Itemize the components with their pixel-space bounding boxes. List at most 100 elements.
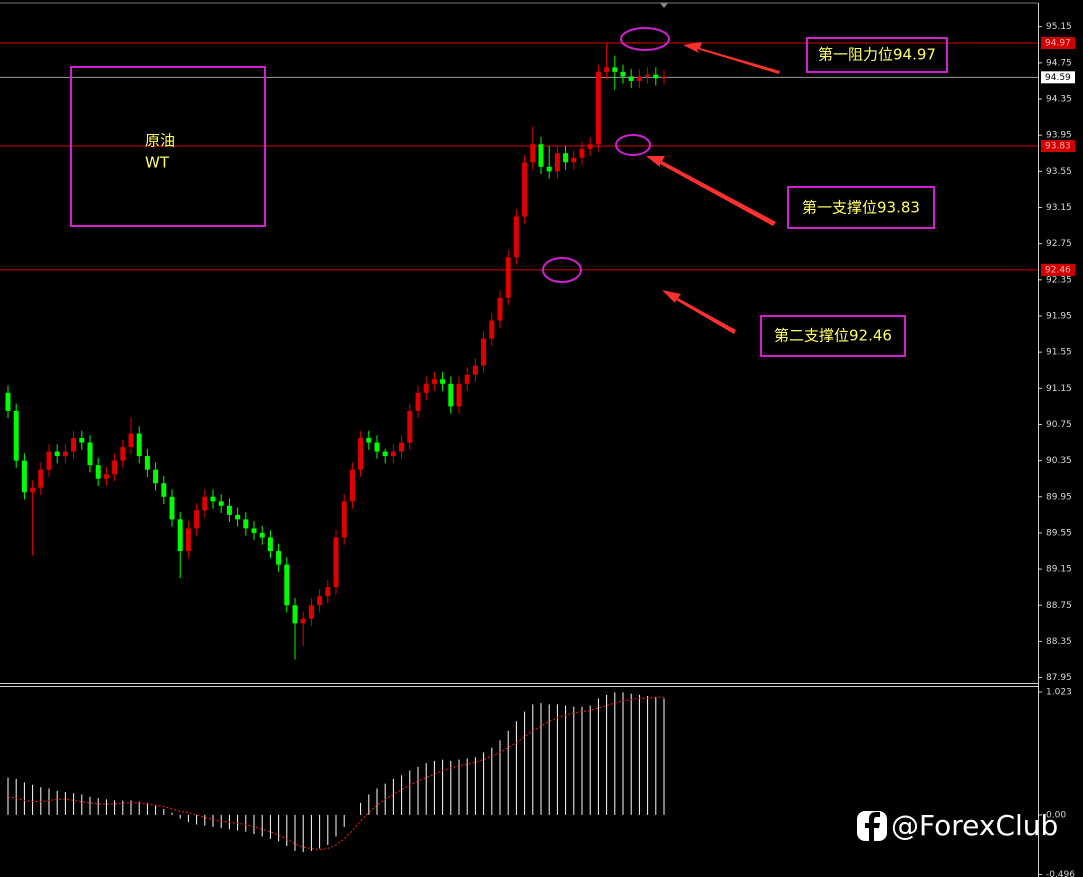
candle-body — [284, 564, 290, 606]
annotation-box — [806, 37, 948, 73]
candle-body — [595, 71, 601, 145]
level-label-bg — [1041, 71, 1075, 84]
symbol-box — [70, 66, 266, 227]
candle-body — [530, 144, 536, 163]
symbol-text: WT — [145, 154, 170, 172]
candle-body — [390, 451, 396, 457]
annotation-box — [760, 315, 906, 357]
annotation: 第一阻力位94.97 — [818, 46, 936, 64]
y-tick-label: 93.15 — [1046, 203, 1072, 213]
candle-body — [554, 153, 560, 172]
candle-body — [407, 410, 413, 443]
y-tick-label: 93.55 — [1046, 167, 1072, 177]
candle-body — [161, 483, 167, 497]
y-tick-label: 91.95 — [1046, 311, 1072, 321]
candle-body — [489, 320, 495, 339]
annotation-box — [787, 186, 935, 229]
candle-body — [79, 438, 85, 443]
candle-body — [497, 297, 503, 321]
candle-body — [103, 474, 109, 479]
candle-body — [538, 144, 544, 167]
candle-body — [382, 451, 388, 457]
candle-body — [235, 514, 241, 520]
candle-body — [546, 166, 552, 172]
arrow — [662, 290, 736, 334]
candle-body — [464, 374, 470, 384]
candle-body — [259, 532, 265, 538]
y-tick-label: 89.95 — [1046, 492, 1072, 502]
highlight-ellipse — [620, 27, 670, 51]
candle-body — [13, 410, 19, 461]
candle-body — [661, 77, 667, 79]
level-label: 94.97 — [1045, 38, 1071, 48]
plot: 95.15 94.75 94.35 93.95 93.55 93.15 92.75 92.35… — [0, 22, 1075, 877]
y-tick-label: 88.35 — [1046, 637, 1072, 647]
candle-body — [251, 528, 257, 533]
candle-body — [194, 510, 200, 529]
y-tick-label: -0.496 — [1046, 870, 1075, 877]
candle-body — [440, 379, 446, 384]
signal-line — [7, 696, 664, 851]
candle-body — [341, 501, 347, 538]
candle-body — [128, 433, 134, 448]
candle-body — [308, 605, 314, 619]
y-tick-label: 92.75 — [1046, 239, 1072, 249]
y-tick-label: 94.35 — [1046, 95, 1072, 105]
y-tick-label: 0.00 — [1046, 810, 1066, 820]
y-tick-label: 89.15 — [1046, 565, 1072, 575]
candle-body — [415, 392, 421, 411]
highlight-ellipse — [542, 257, 582, 283]
y-tick-label: 91.15 — [1046, 384, 1072, 394]
candle-body — [5, 392, 11, 411]
candle-body — [579, 148, 585, 158]
candle-body — [202, 496, 208, 511]
candle-body — [276, 551, 282, 565]
candle-body — [210, 496, 216, 502]
candle-body — [448, 383, 454, 407]
annotation: 第二支撑位92.46 — [774, 327, 892, 345]
highlight-ellipse — [615, 134, 651, 156]
candle-body — [366, 438, 372, 443]
candle-body — [54, 451, 60, 457]
candle-body — [243, 519, 249, 529]
candle-body — [349, 469, 355, 502]
level-label: 92.46 — [1045, 265, 1071, 275]
candle-body — [267, 537, 273, 552]
candle-body — [653, 74, 659, 79]
candle-body — [358, 438, 364, 470]
y-tick-label: 87.95 — [1046, 673, 1072, 683]
candle-body — [144, 456, 150, 470]
shift-marker — [660, 3, 668, 8]
candle-body — [628, 76, 634, 81]
symbol-text: 原油 — [145, 132, 175, 150]
y-tick-label: 1.023 — [1046, 688, 1072, 698]
candle-body — [112, 460, 118, 475]
candle-body — [169, 496, 175, 520]
level-label: 94.59 — [1045, 73, 1071, 83]
candle-body — [604, 67, 610, 72]
y-tick-label: 91.55 — [1046, 348, 1072, 358]
candle-body — [87, 442, 93, 466]
y-tick-label: 88.75 — [1046, 601, 1072, 611]
y-tick-label: 89.55 — [1046, 528, 1072, 538]
candle-body — [185, 528, 191, 552]
candle-body — [38, 469, 44, 488]
candle-body — [333, 537, 339, 588]
level-label-bg — [1041, 36, 1075, 49]
candle-body — [505, 257, 511, 298]
y-tick-label: 95.15 — [1046, 22, 1072, 32]
candle-body — [399, 442, 405, 452]
candle-body — [226, 505, 232, 515]
annotation: 第一支撑位93.83 — [802, 199, 920, 217]
y-tick-label: 92.35 — [1046, 275, 1072, 285]
candle-body — [456, 383, 462, 407]
candle-body — [71, 438, 77, 452]
candle-body — [300, 618, 306, 624]
candle-body — [62, 451, 68, 457]
arrow — [683, 42, 780, 74]
y-tick-label: 93.95 — [1046, 131, 1072, 141]
candle-body — [21, 460, 27, 493]
candle-body — [636, 76, 642, 81]
